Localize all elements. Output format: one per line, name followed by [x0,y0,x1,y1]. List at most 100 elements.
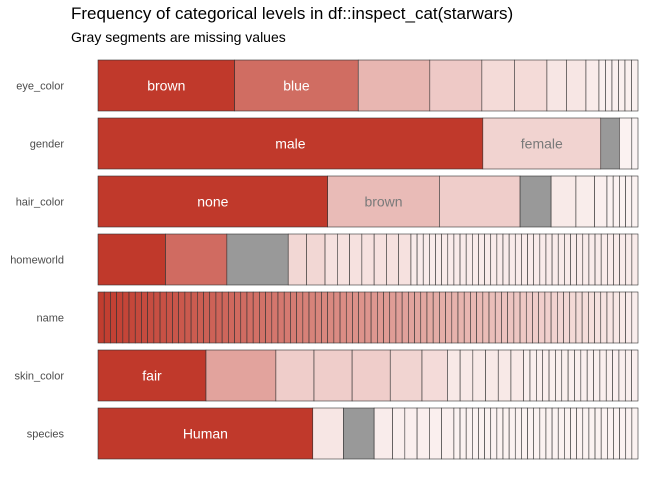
level-segment [521,233,528,286]
level-segment [252,291,260,344]
level-segment [484,407,492,460]
level-segment [513,291,521,344]
level-segment [308,291,316,344]
level-segment [228,291,235,344]
level-segment [234,291,242,344]
level-segment [465,233,473,286]
level-segment [459,407,467,460]
level-segment [607,407,614,460]
level-segment [203,291,211,344]
level-segment [333,291,341,344]
level-segment [439,175,521,228]
y-axis-label: eye_color [16,81,64,93]
level-segment [594,233,602,286]
y-axis-label: skin_color [14,371,64,383]
level-segment [447,349,461,402]
level-segment [327,175,440,228]
level-segment [570,407,577,460]
level-segment [364,291,372,344]
level-segment [358,291,366,344]
y-axis-label: hair_color [16,197,65,209]
level-segment [539,233,547,286]
level-segment [472,407,479,460]
level-segment [313,349,353,402]
level-segment [566,59,587,112]
level-segment [465,407,473,460]
level-segment [352,291,359,344]
level-segment [624,59,632,112]
level-segment [564,233,571,286]
level-segment [502,233,510,286]
level-segment [97,59,235,112]
level-segment [451,291,459,344]
level-segment [599,349,607,402]
level-segment [481,59,515,112]
y-axis-label: species [27,429,65,441]
level-segment [600,233,608,286]
level-segment [472,349,486,402]
level-segment [408,291,415,344]
level-segment [290,291,297,344]
level-segment [215,291,223,344]
level-segment [539,407,547,460]
level-segment [401,291,409,344]
level-segment [581,291,589,344]
level-segment [426,291,434,344]
segment-label: Human [183,426,228,442]
bar-row-skin-color: skin_color fair [14,349,639,402]
segment-label: brown [364,194,402,210]
level-segment [618,59,626,112]
level-segment [271,291,279,344]
level-segment [447,233,455,286]
level-segment [561,349,569,402]
level-segment [373,233,387,286]
level-segment [488,291,496,344]
level-segment [184,291,192,344]
level-segment [588,291,595,344]
level-segment [585,59,600,112]
level-segment [527,233,534,286]
level-segment [533,407,541,460]
level-segment [472,233,479,286]
level-segment [514,59,548,112]
level-segment [172,291,179,344]
level-segment [600,291,608,344]
level-segment [392,407,406,460]
level-segment [631,175,639,228]
level-segment [611,59,619,112]
level-segment [567,349,575,402]
level-segment [588,233,596,286]
missing-segment [519,175,552,228]
level-segment [631,59,639,112]
level-segment [283,291,291,344]
level-segment [153,291,161,344]
bar-row-homeworld: homeworld [10,233,639,286]
level-segment [525,291,533,344]
level-segment [521,407,528,460]
level-segment [485,349,499,402]
level-segment [240,291,248,344]
level-segment [546,59,567,112]
level-segment [265,291,273,344]
level-segment [533,233,541,286]
bar-row-name: name [36,291,639,344]
level-segment [190,291,198,344]
level-segment [490,233,498,286]
level-segment [594,291,602,344]
level-segment [422,233,430,286]
level-segment [542,349,550,402]
level-segment [576,233,584,286]
segment-label: fair [142,368,162,384]
level-segment [519,291,527,344]
level-segment [606,175,614,228]
level-segment [459,349,474,402]
bar-row-gender: gender male female [30,117,639,170]
level-segment [349,233,363,286]
level-segment [416,407,430,460]
level-segment [529,349,537,402]
level-segment [570,233,577,286]
level-segment [508,407,516,460]
level-segment [508,233,516,286]
level-segment [97,117,484,170]
level-segment [548,349,556,402]
